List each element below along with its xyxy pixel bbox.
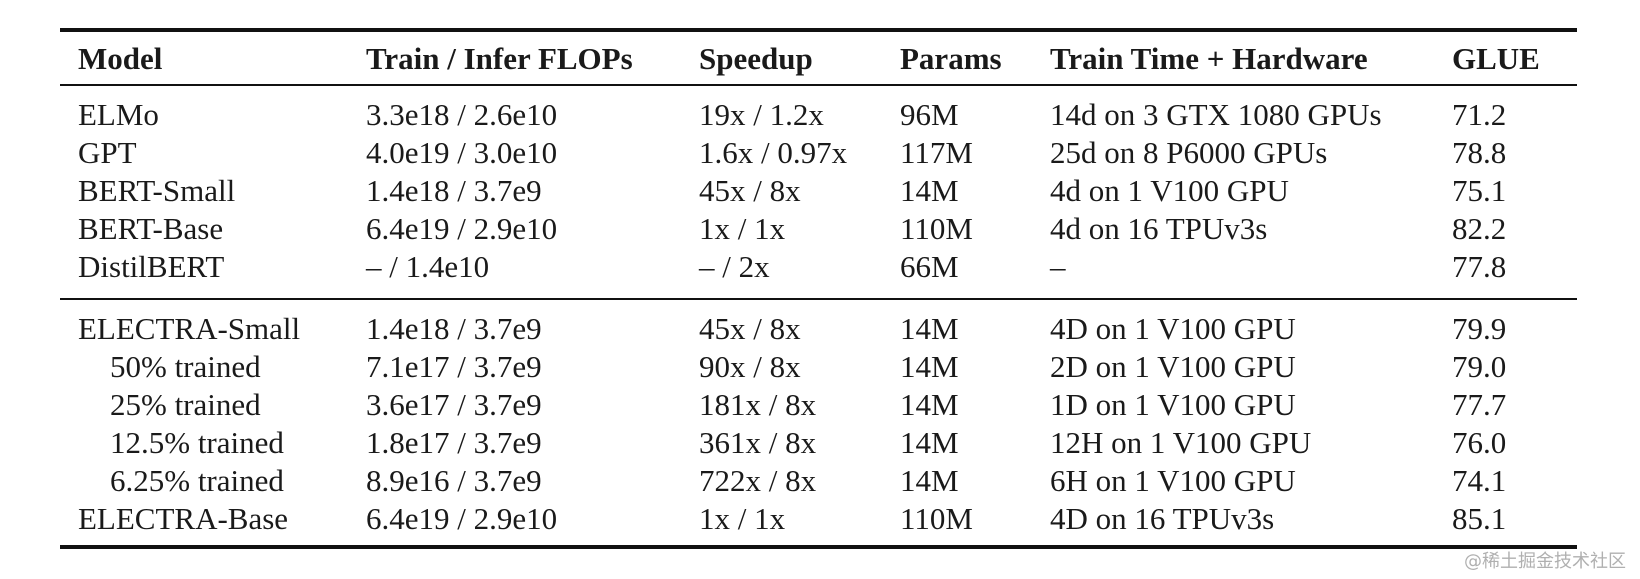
cell-glue: 77.7 xyxy=(1452,387,1507,422)
cell-train-time: 1D on 1 V100 GPU xyxy=(1050,387,1296,422)
cell-model: ELECTRA-Small xyxy=(78,311,301,346)
cell-speedup: 1.6x / 0.97x xyxy=(699,135,848,170)
cell-model: ELECTRA-Base xyxy=(78,501,289,536)
table-rule-header xyxy=(60,84,1577,86)
cell-train-time: 4D on 16 TPUv3s xyxy=(1050,501,1275,536)
table-header-row: Model Train / Infer FLOPs Speedup Params… xyxy=(0,40,1640,78)
header-glue: GLUE xyxy=(1452,41,1540,76)
cell-train-time: 4d on 16 TPUv3s xyxy=(1050,211,1268,246)
cell-flops: 1.4e18 / 3.7e9 xyxy=(366,311,542,346)
cell-speedup: 361x / 8x xyxy=(699,425,817,460)
cell-params: 96M xyxy=(900,97,959,132)
header-params: Params xyxy=(900,41,1002,76)
cell-glue: 76.0 xyxy=(1452,425,1507,460)
cell-params: 14M xyxy=(900,311,959,346)
table-row: 25% trained 3.6e17 / 3.7e9 181x / 8x 14M… xyxy=(0,386,1640,424)
cell-train-time: 25d on 8 P6000 GPUs xyxy=(1050,135,1328,170)
cell-train-time: 12H on 1 V100 GPU xyxy=(1050,425,1312,460)
cell-train-time: 4D on 1 V100 GPU xyxy=(1050,311,1296,346)
cell-params: 110M xyxy=(900,501,973,536)
cell-model: DistilBERT xyxy=(78,249,225,284)
cell-model: ELMo xyxy=(78,97,159,132)
cell-glue: 77.8 xyxy=(1452,249,1507,284)
cell-speedup: 722x / 8x xyxy=(699,463,817,498)
cell-train-time: 4d on 1 V100 GPU xyxy=(1050,173,1289,208)
table-row: 50% trained 7.1e17 / 3.7e9 90x / 8x 14M … xyxy=(0,348,1640,386)
cell-glue: 71.2 xyxy=(1452,97,1507,132)
header-flops: Train / Infer FLOPs xyxy=(366,41,633,76)
table-row: 12.5% trained 1.8e17 / 3.7e9 361x / 8x 1… xyxy=(0,424,1640,462)
table-row: DistilBERT – / 1.4e10 – / 2x 66M – 77.8 xyxy=(0,248,1640,286)
table-row: ELMo 3.3e18 / 2.6e10 19x / 1.2x 96M 14d … xyxy=(0,96,1640,134)
cell-train-time: – xyxy=(1050,249,1066,284)
cell-flops: 7.1e17 / 3.7e9 xyxy=(366,349,542,384)
cell-speedup: 1x / 1x xyxy=(699,211,786,246)
cell-params: 14M xyxy=(900,425,959,460)
cell-params: 14M xyxy=(900,349,959,384)
cell-params: 14M xyxy=(900,387,959,422)
cell-flops: 1.8e17 / 3.7e9 xyxy=(366,425,542,460)
cell-glue: 74.1 xyxy=(1452,463,1507,498)
table-row: ELECTRA-Base 6.4e19 / 2.9e10 1x / 1x 110… xyxy=(0,500,1640,538)
table-row: BERT-Small 1.4e18 / 3.7e9 45x / 8x 14M 4… xyxy=(0,172,1640,210)
cell-model: 6.25% trained xyxy=(110,463,284,498)
cell-flops: 6.4e19 / 2.9e10 xyxy=(366,501,558,536)
cell-flops: 1.4e18 / 3.7e9 xyxy=(366,173,542,208)
cell-flops: 4.0e19 / 3.0e10 xyxy=(366,135,558,170)
table-rule-top xyxy=(60,28,1577,32)
header-model: Model xyxy=(78,41,163,76)
cell-glue: 82.2 xyxy=(1452,211,1507,246)
cell-flops: 3.3e18 / 2.6e10 xyxy=(366,97,558,132)
cell-glue: 79.0 xyxy=(1452,349,1507,384)
cell-train-time: 2D on 1 V100 GPU xyxy=(1050,349,1296,384)
cell-speedup: 45x / 8x xyxy=(699,311,801,346)
cell-train-time: 14d on 3 GTX 1080 GPUs xyxy=(1050,97,1382,132)
cell-params: 14M xyxy=(900,463,959,498)
header-train-time: Train Time + Hardware xyxy=(1050,41,1368,76)
cell-flops: – / 1.4e10 xyxy=(366,249,490,284)
cell-params: 66M xyxy=(900,249,959,284)
table-row: GPT 4.0e19 / 3.0e10 1.6x / 0.97x 117M 25… xyxy=(0,134,1640,172)
cell-flops: 8.9e16 / 3.7e9 xyxy=(366,463,542,498)
cell-glue: 79.9 xyxy=(1452,311,1507,346)
cell-model: 25% trained xyxy=(110,387,261,422)
cell-train-time: 6H on 1 V100 GPU xyxy=(1050,463,1296,498)
cell-model: 50% trained xyxy=(110,349,261,384)
cell-params: 14M xyxy=(900,173,959,208)
table-row: 6.25% trained 8.9e16 / 3.7e9 722x / 8x 1… xyxy=(0,462,1640,500)
table-rule-bottom xyxy=(60,545,1577,549)
watermark-text: @稀土掘金技术社区 xyxy=(1464,551,1626,572)
cell-params: 117M xyxy=(900,135,973,170)
cell-model: BERT-Small xyxy=(78,173,236,208)
cell-speedup: 19x / 1.2x xyxy=(699,97,824,132)
cell-glue: 78.8 xyxy=(1452,135,1507,170)
cell-flops: 6.4e19 / 2.9e10 xyxy=(366,211,558,246)
cell-speedup: 90x / 8x xyxy=(699,349,801,384)
cell-speedup: – / 2x xyxy=(699,249,770,284)
table-row: ELECTRA-Small 1.4e18 / 3.7e9 45x / 8x 14… xyxy=(0,310,1640,348)
cell-speedup: 45x / 8x xyxy=(699,173,801,208)
cell-glue: 85.1 xyxy=(1452,501,1507,536)
cell-params: 110M xyxy=(900,211,973,246)
cell-model: GPT xyxy=(78,135,137,170)
cell-model: BERT-Base xyxy=(78,211,224,246)
cell-speedup: 1x / 1x xyxy=(699,501,786,536)
cell-flops: 3.6e17 / 3.7e9 xyxy=(366,387,542,422)
cell-model: 12.5% trained xyxy=(110,425,284,460)
header-speedup: Speedup xyxy=(699,41,813,76)
table-row: BERT-Base 6.4e19 / 2.9e10 1x / 1x 110M 4… xyxy=(0,210,1640,248)
cell-speedup: 181x / 8x xyxy=(699,387,817,422)
table-rule-mid xyxy=(60,298,1577,300)
cell-glue: 75.1 xyxy=(1452,173,1507,208)
